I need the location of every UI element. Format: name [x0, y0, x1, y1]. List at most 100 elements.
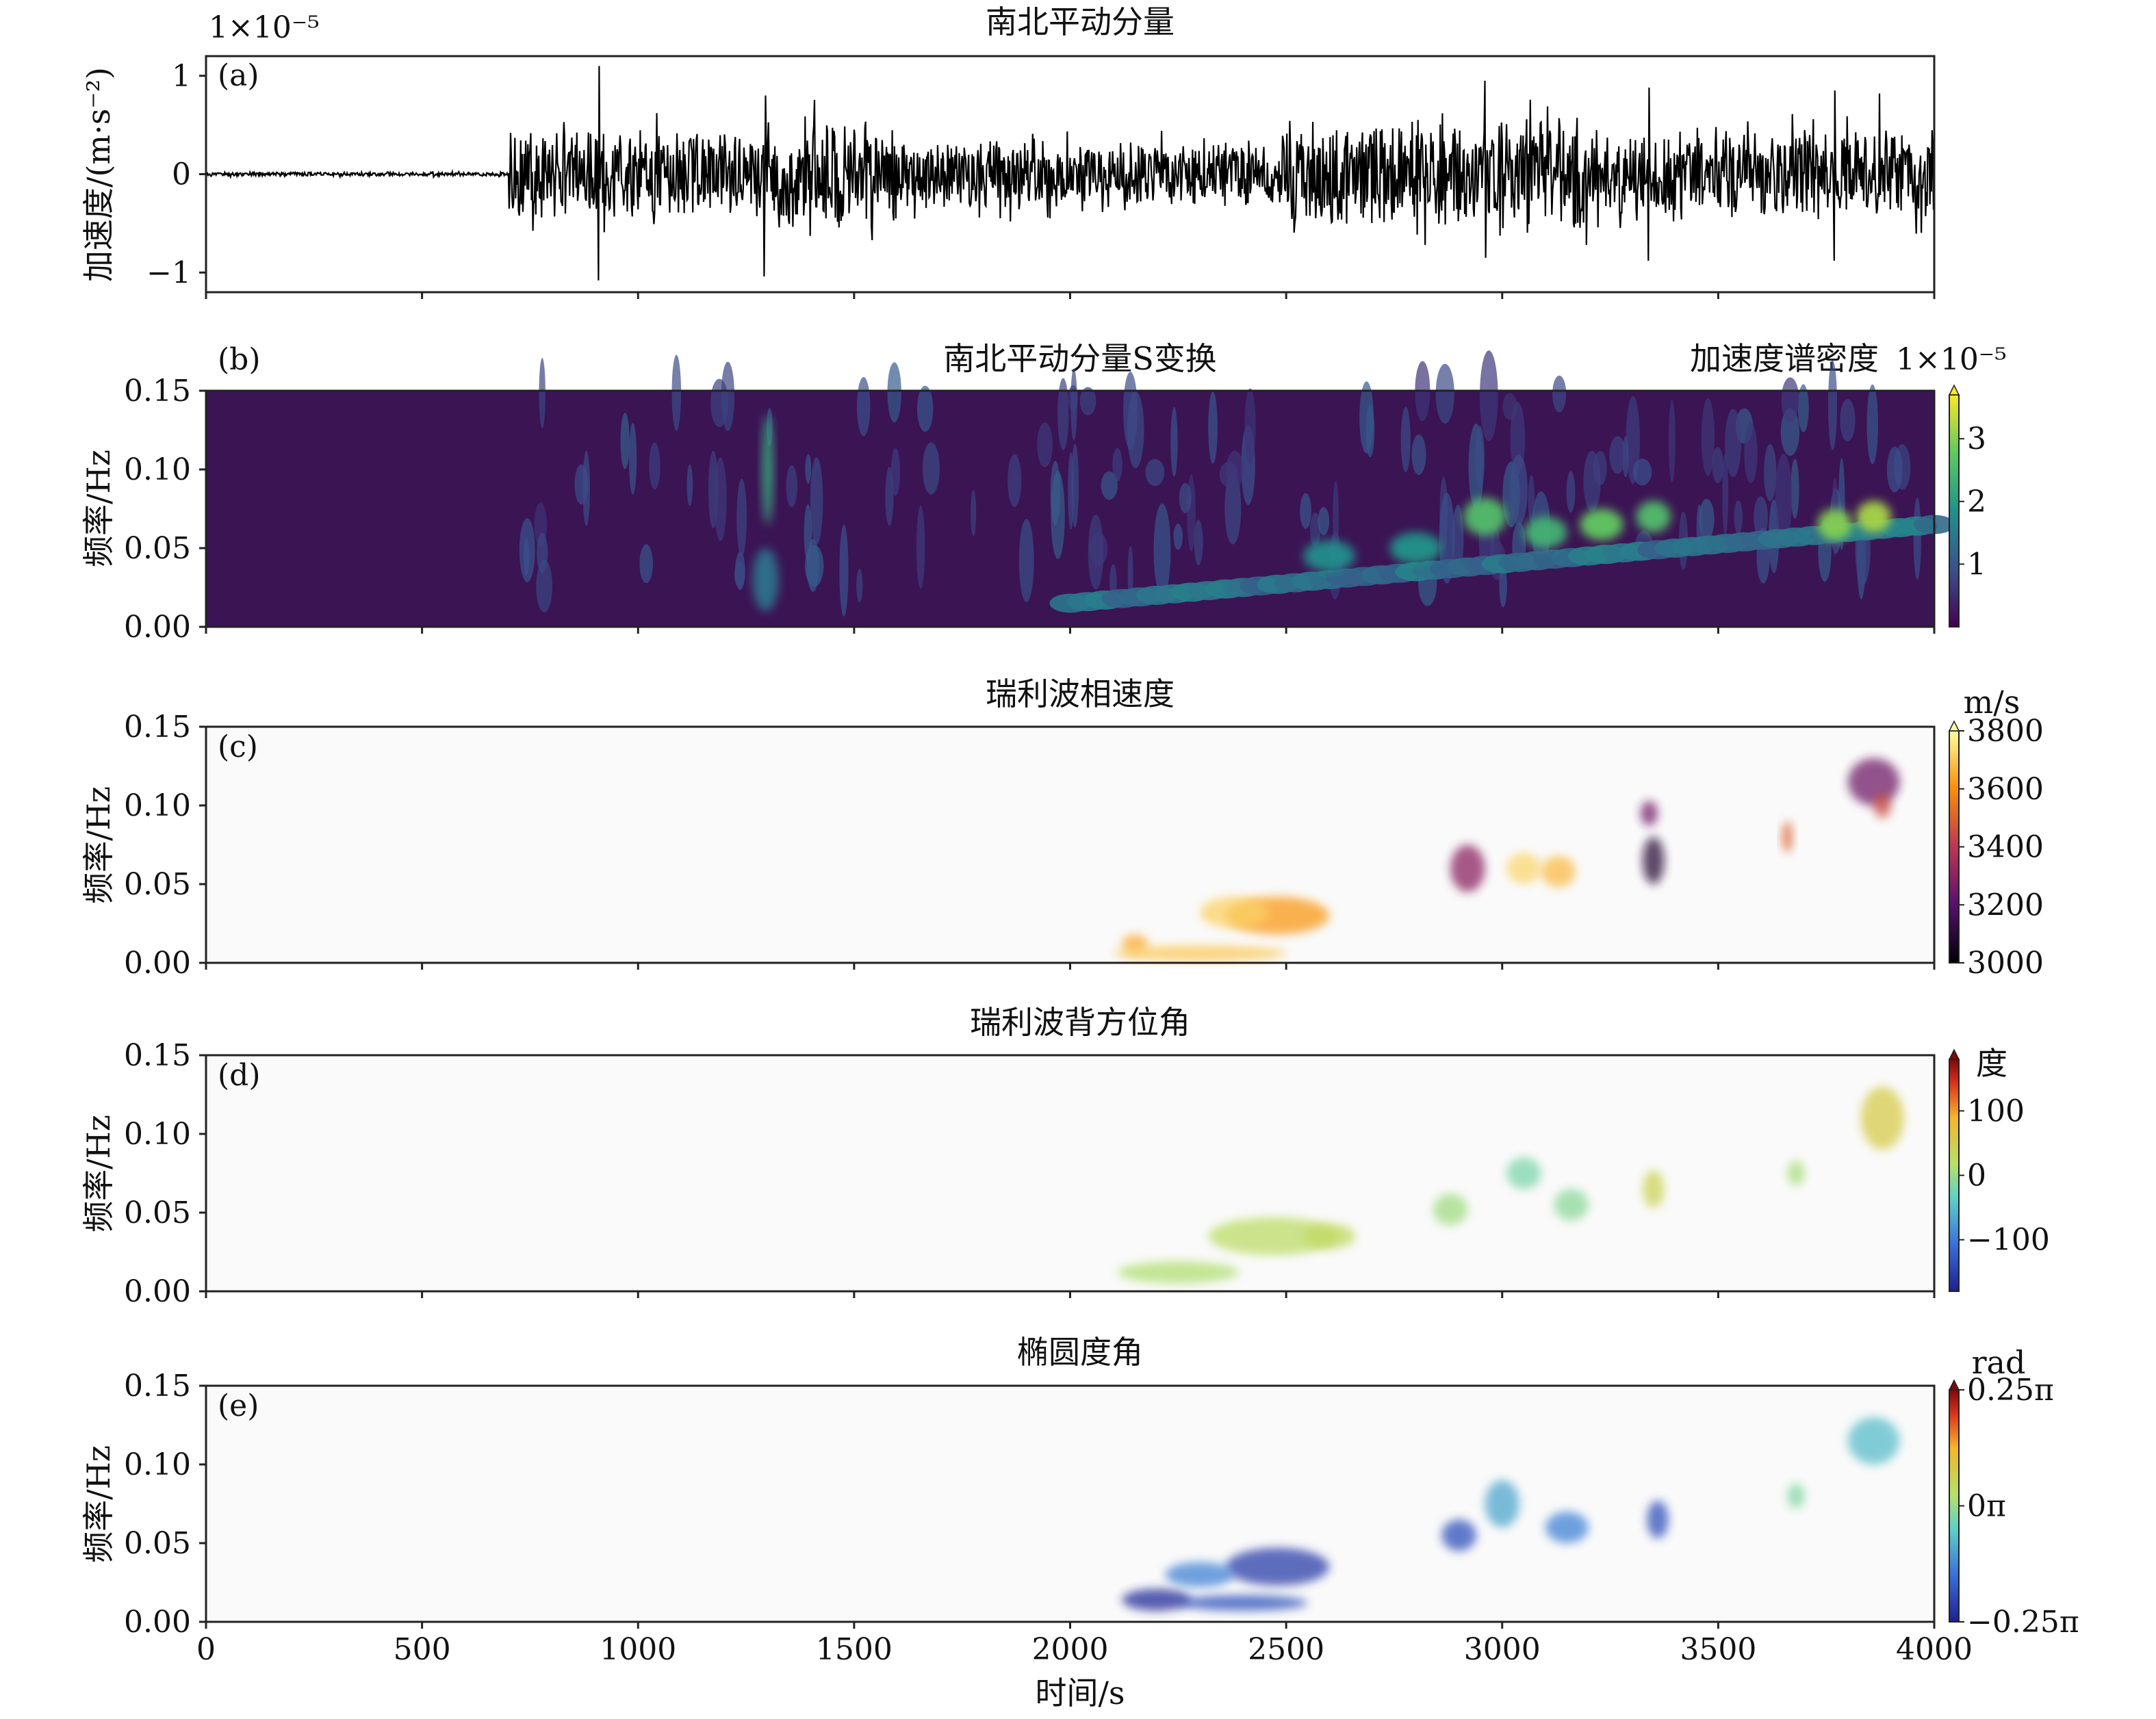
panel-c: 瑞利波相速度 m/s (c) 0.15 0.10 0.05 0.00 频率/Hz 38… — [80, 675, 2044, 981]
panel-c-y-label: 频率/Hz — [80, 786, 117, 904]
heatmap-cell — [916, 505, 925, 589]
heatmap-cell — [856, 377, 871, 437]
panel-e-colorbar: 0.25π 0π −0.25π — [1948, 1373, 2079, 1640]
x-tick-label: 1000 — [600, 1632, 676, 1667]
colorbar-tick-label: −100 — [1967, 1223, 2050, 1258]
heatmap-cell — [1712, 447, 1724, 484]
colorbar-tick-label: 2 — [1967, 484, 1986, 519]
y-tick-label: 1 — [172, 59, 191, 94]
panel-e: 椭圆度角 rad (e) 0.15 0.10 0.05 0.00 0 500 1000 15… — [80, 1334, 2079, 1711]
heatmap-blob — [1782, 821, 1793, 853]
colorbar-tick-label: 3 — [1967, 422, 1986, 456]
colorbar-tick-label: 3000 — [1967, 946, 2044, 981]
y-tick-label: 0.00 — [124, 946, 191, 981]
heatmap-cell — [1866, 384, 1878, 465]
heatmap-cell — [890, 448, 901, 496]
colorbar-tick-label: −0.25π — [1967, 1605, 2079, 1640]
heatmap-cell — [1400, 406, 1411, 472]
heatmap-cell — [1208, 391, 1218, 464]
heatmap-cell — [1088, 514, 1104, 590]
panel-b-title: 南北平动分量S变换 — [943, 340, 1217, 377]
heatmap-cell — [805, 454, 812, 484]
heatmap-blob — [1113, 945, 1287, 961]
heatmap-cell — [1886, 446, 1903, 493]
x-tick-label: 2500 — [1248, 1632, 1324, 1667]
panel-d-label: (d) — [218, 1058, 261, 1093]
heatmap-cell — [1479, 350, 1498, 441]
heatmap-cell — [1145, 458, 1165, 487]
heatmap-cell — [649, 442, 660, 490]
heatmap-blob — [1541, 855, 1576, 888]
colorbar-tick-label: 1 — [1967, 547, 1986, 582]
heatmap-cell — [582, 450, 591, 526]
x-tick-label: 2000 — [1032, 1632, 1109, 1667]
panel-b-colorbar: 3 2 1 — [1948, 384, 1986, 628]
heatmap-cell — [1057, 378, 1069, 450]
heatmap-blob — [1433, 1193, 1468, 1226]
panel-e-plot-area — [206, 1386, 1934, 1622]
x-tick-label: 3500 — [1680, 1632, 1756, 1667]
colorbar-extend-arrow — [1948, 1048, 1960, 1060]
panel-d-y-label: 频率/Hz — [80, 1115, 117, 1232]
heatmap-cell — [1318, 506, 1330, 536]
heatmap-cell — [916, 385, 934, 432]
heatmap-cell — [1173, 524, 1183, 550]
panel-e-colorbar-label: rad — [1972, 1344, 2026, 1381]
panel-b-plot-area — [206, 350, 1955, 627]
heatmap-blob — [1208, 1217, 1338, 1256]
panel-c-colorbar: 3800 3600 3400 3200 3000 — [1948, 714, 2044, 981]
heatmap-cell — [922, 442, 940, 495]
heatmap-cell — [1797, 384, 1809, 432]
x-tick-label: 1500 — [816, 1632, 893, 1667]
heatmap-cell — [839, 524, 849, 617]
y-tick-label: 0.15 — [124, 374, 191, 409]
colorbar-tick-label: 3600 — [1967, 772, 2044, 807]
panel-a-label: (a) — [218, 58, 259, 93]
heatmap-cell — [1840, 398, 1856, 442]
heatmap-cell — [1452, 504, 1464, 574]
panel-a-y-multiplier: 1×10⁻⁵ — [209, 10, 320, 45]
heatmap-background — [206, 1386, 1934, 1622]
heatmap-blob — [1506, 1157, 1541, 1189]
panel-d-title: 瑞利波背方位角 — [970, 1004, 1190, 1041]
panel-b-y-ticks: 0.15 0.10 0.05 0.00 — [124, 374, 206, 645]
heatmap-cell — [856, 569, 863, 602]
heatmap-blob — [1450, 844, 1485, 892]
heatmap-cell — [1725, 409, 1742, 477]
y-tick-label: 0.10 — [124, 1447, 191, 1482]
heatmap-cell — [537, 532, 548, 573]
heatmap-blob — [1856, 501, 1891, 532]
heatmap-cell — [1051, 470, 1065, 560]
heatmap-blob — [1463, 497, 1507, 536]
heatmap-cell — [1913, 497, 1921, 580]
colorbar-extend-arrow — [1948, 384, 1960, 396]
heatmap-blob — [1642, 1169, 1665, 1209]
heatmap-cell — [1101, 471, 1118, 500]
heatmap-cell — [1827, 360, 1838, 450]
panel-d-y-ticks: 0.15 0.10 0.05 0.00 — [124, 1038, 206, 1309]
heatmap-cell — [736, 478, 747, 557]
heatmap-cell — [1475, 426, 1485, 490]
y-tick-label: 0.05 — [124, 531, 191, 566]
panel-a-x-ticks — [205, 292, 1936, 299]
heatmap-cell — [1219, 461, 1238, 487]
colorbar-gradient — [1949, 1389, 1960, 1623]
panel-c-plot-area — [206, 727, 1934, 963]
heatmap-cell — [1632, 458, 1652, 486]
heatmap-cell — [1701, 398, 1715, 476]
panel-b-colorbar-label: 加速度谱密度 — [1690, 340, 1879, 377]
heatmap-cell — [1668, 400, 1676, 482]
heatmap-cell — [671, 354, 682, 431]
panel-a-title: 南北平动分量 — [986, 3, 1175, 40]
heatmap-cell — [1699, 498, 1715, 540]
heatmap-cell — [714, 457, 727, 541]
heatmap-cell — [686, 464, 693, 506]
panel-e-x-ticks: 0 500 1000 1500 2000 2500 3000 3500 4000 — [196, 1622, 1973, 1667]
y-tick-label: 0.05 — [124, 1526, 191, 1561]
heatmap-cell — [1018, 519, 1034, 602]
panel-d: 瑞利波背方位角 度 (d) 0.15 0.10 0.05 0.00 频率/Hz 100… — [80, 1004, 2050, 1309]
heatmap-cell — [1593, 450, 1607, 486]
x-tick-label: 3000 — [1464, 1632, 1541, 1667]
heatmap-blob — [1873, 792, 1891, 818]
